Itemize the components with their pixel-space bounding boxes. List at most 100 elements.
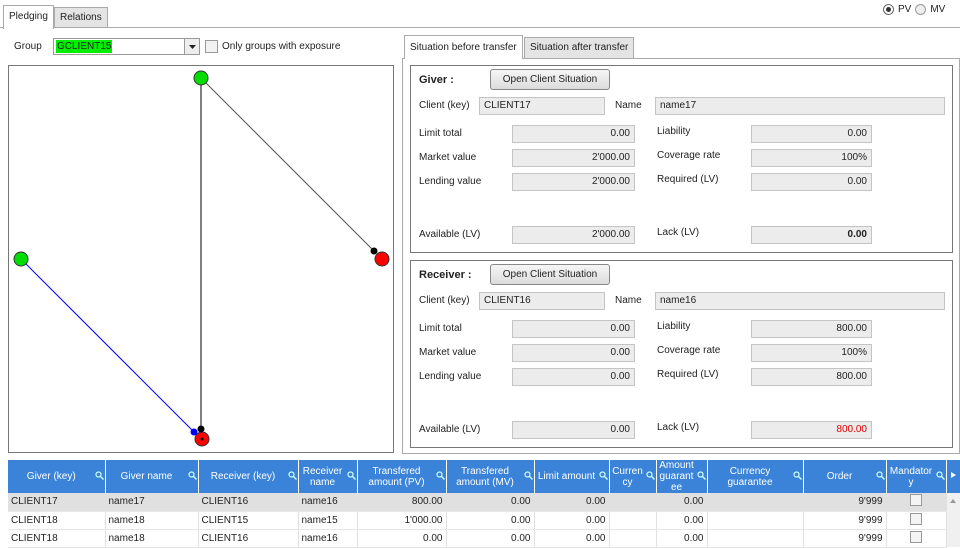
column-header-label: Giver (key) bbox=[26, 471, 76, 482]
client-key-field[interactable]: CLIENT16 bbox=[479, 292, 605, 310]
right-label: Liability bbox=[657, 126, 691, 137]
left-label: Lending value bbox=[419, 176, 482, 187]
column-header[interactable]: Currency guarantee bbox=[707, 460, 804, 493]
column-header[interactable]: Mandatory bbox=[886, 460, 947, 493]
filter-icon[interactable] bbox=[187, 471, 197, 480]
scroll-up-icon[interactable] bbox=[946, 493, 960, 511]
table-cell: 9'999 bbox=[803, 511, 887, 530]
mv-label: MV bbox=[930, 4, 946, 15]
column-header-label: Order bbox=[826, 471, 853, 482]
filter-icon[interactable] bbox=[935, 471, 945, 480]
name-field[interactable]: name17 bbox=[655, 97, 945, 115]
right-value-field[interactable]: 800.00 bbox=[751, 320, 872, 338]
open-client-situation-button[interactable]: Open Client Situation bbox=[490, 69, 610, 90]
column-header[interactable]: Giver name bbox=[105, 460, 199, 493]
left-value-field[interactable]: 2'000.00 bbox=[512, 226, 635, 244]
table-row[interactable]: CLIENT18 name18 CLIENT16 name16 0.00 0.00 0.00… bbox=[8, 529, 960, 548]
table-cell: 0.00 bbox=[446, 529, 535, 548]
right-value-field[interactable]: 0.00 bbox=[751, 226, 872, 244]
table-cell bbox=[609, 529, 657, 548]
right-label: Lack (LV) bbox=[657, 422, 700, 433]
column-header-label: Giver name bbox=[120, 471, 173, 482]
column-header[interactable]: Currency bbox=[609, 460, 657, 493]
receiver-title: Receiver : bbox=[419, 269, 472, 281]
table-row[interactable]: CLIENT18 name18 CLIENT15 name15 1'000.00 0.00… bbox=[8, 511, 960, 530]
tab-pledging[interactable]: Pledging bbox=[3, 5, 54, 29]
right-label: Required (LV) bbox=[657, 174, 719, 185]
tab-situation-after[interactable]: Situation after transfer bbox=[524, 37, 635, 58]
filter-icon[interactable] bbox=[696, 471, 706, 480]
scrollbar[interactable] bbox=[946, 511, 960, 529]
filter-icon[interactable] bbox=[435, 471, 445, 480]
graph-node[interactable] bbox=[13, 251, 29, 267]
left-value-field[interactable]: 0.00 bbox=[512, 368, 635, 386]
right-value-field[interactable]: 100% bbox=[751, 344, 872, 362]
column-header[interactable]: Transfered amount (MV) bbox=[446, 460, 535, 493]
column-header[interactable]: Receiver name bbox=[298, 460, 358, 493]
table-cell: CLIENT17 bbox=[8, 493, 106, 512]
table-cell: 0.00 bbox=[534, 511, 610, 530]
left-value-field[interactable]: 0.00 bbox=[512, 125, 635, 143]
pledging-graph[interactable] bbox=[8, 65, 394, 453]
filter-icon[interactable] bbox=[94, 471, 104, 480]
filter-icon[interactable] bbox=[792, 471, 802, 480]
client-key-field[interactable]: CLIENT17 bbox=[479, 97, 605, 115]
table-cell: 800.00 bbox=[357, 493, 447, 512]
column-header[interactable]: Limit amount bbox=[534, 460, 610, 493]
left-label: Available (LV) bbox=[419, 229, 481, 240]
left-label: Limit total bbox=[419, 323, 462, 334]
mode-radio-group: PV MV bbox=[883, 4, 945, 15]
column-header[interactable]: Order bbox=[803, 460, 887, 493]
tab-relations[interactable]: Relations bbox=[54, 7, 108, 27]
filter-icon[interactable] bbox=[598, 471, 608, 480]
tab-situation-before[interactable]: Situation before transfer bbox=[404, 35, 523, 59]
right-value-field[interactable]: 800.00 bbox=[751, 368, 872, 386]
filter-icon[interactable] bbox=[523, 471, 533, 480]
scroll-right-button[interactable] bbox=[946, 460, 960, 493]
radio-pv[interactable] bbox=[883, 4, 894, 15]
giver-title: Giver : bbox=[419, 74, 454, 86]
filter-icon[interactable] bbox=[346, 471, 356, 480]
column-header[interactable]: Transfered amount (PV) bbox=[357, 460, 447, 493]
left-value-field[interactable]: 2'000.00 bbox=[512, 149, 635, 167]
mandatory-checkbox[interactable] bbox=[910, 494, 922, 507]
table-cell: 9'999 bbox=[803, 493, 887, 512]
graph-node-center bbox=[200, 437, 204, 441]
left-value-field[interactable]: 2'000.00 bbox=[512, 173, 635, 191]
column-header-label: Limit amount bbox=[537, 471, 596, 482]
right-value-field[interactable]: 0.00 bbox=[751, 173, 872, 191]
column-header[interactable]: Amount guarantee bbox=[656, 460, 708, 493]
column-header[interactable]: Receiver (key) bbox=[198, 460, 299, 493]
filter-icon[interactable] bbox=[875, 471, 885, 480]
exposure-checkbox[interactable] bbox=[205, 40, 218, 53]
name-field[interactable]: name16 bbox=[655, 292, 945, 310]
radio-mv[interactable] bbox=[915, 4, 927, 15]
mandatory-checkbox[interactable] bbox=[910, 512, 922, 525]
right-value-field[interactable]: 800.00 bbox=[751, 421, 872, 439]
name-label: Name bbox=[615, 295, 642, 306]
filter-icon[interactable] bbox=[645, 471, 655, 480]
column-header[interactable]: Giver (key) bbox=[8, 460, 106, 493]
group-select[interactable]: GCLIENT15 bbox=[53, 38, 200, 55]
graph-node[interactable] bbox=[193, 70, 209, 86]
left-value-field[interactable]: 0.00 bbox=[512, 344, 635, 362]
left-value-field[interactable]: 0.00 bbox=[512, 421, 635, 439]
exposure-label: Only groups with exposure bbox=[222, 41, 341, 52]
right-value-field[interactable]: 0.00 bbox=[751, 125, 872, 143]
table-cell: name18 bbox=[105, 529, 199, 548]
client-key-label: Client (key) bbox=[419, 100, 470, 111]
left-value-field[interactable]: 0.00 bbox=[512, 320, 635, 338]
column-header-label: Receiver name bbox=[302, 465, 343, 488]
column-header-label: Transfered amount (PV) bbox=[368, 465, 425, 488]
left-label: Available (LV) bbox=[419, 424, 481, 435]
table-row[interactable]: CLIENT17 name17 CLIENT16 name16 800.00 0.00 0.… bbox=[8, 493, 960, 512]
graph-node[interactable] bbox=[374, 251, 390, 267]
chevron-down-icon[interactable] bbox=[184, 39, 199, 54]
right-value-field[interactable]: 100% bbox=[751, 149, 872, 167]
column-header-label: Currency bbox=[612, 465, 643, 488]
open-client-situation-button[interactable]: Open Client Situation bbox=[490, 264, 610, 285]
scrollbar[interactable] bbox=[946, 529, 960, 547]
filter-icon[interactable] bbox=[287, 471, 297, 480]
mandatory-checkbox[interactable] bbox=[910, 530, 922, 543]
column-header-label: Currency guarantee bbox=[727, 465, 773, 488]
